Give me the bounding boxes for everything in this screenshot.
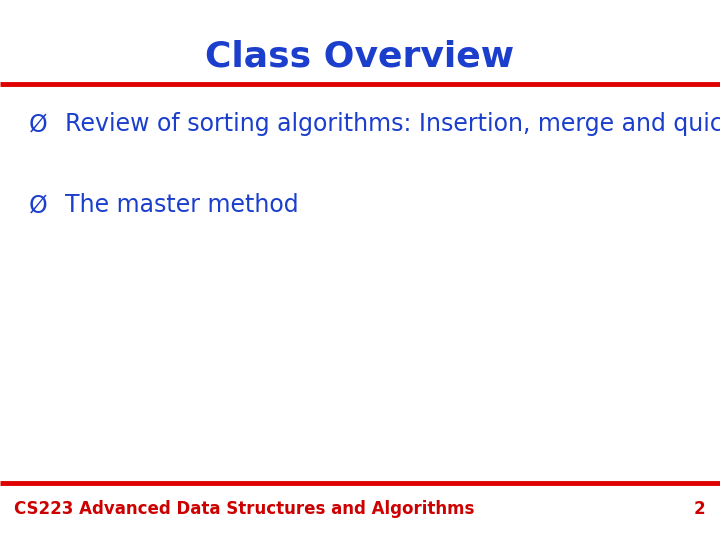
Text: CS223 Advanced Data Structures and Algorithms: CS223 Advanced Data Structures and Algor… — [14, 500, 474, 518]
Text: Review of sorting algorithms: Insertion, merge and quick: Review of sorting algorithms: Insertion,… — [65, 112, 720, 136]
Text: Class Overview: Class Overview — [205, 40, 515, 73]
Text: 2: 2 — [694, 500, 706, 518]
Text: The master method: The master method — [65, 193, 298, 217]
Text: Ø: Ø — [29, 193, 48, 217]
Text: Ø: Ø — [29, 112, 48, 136]
